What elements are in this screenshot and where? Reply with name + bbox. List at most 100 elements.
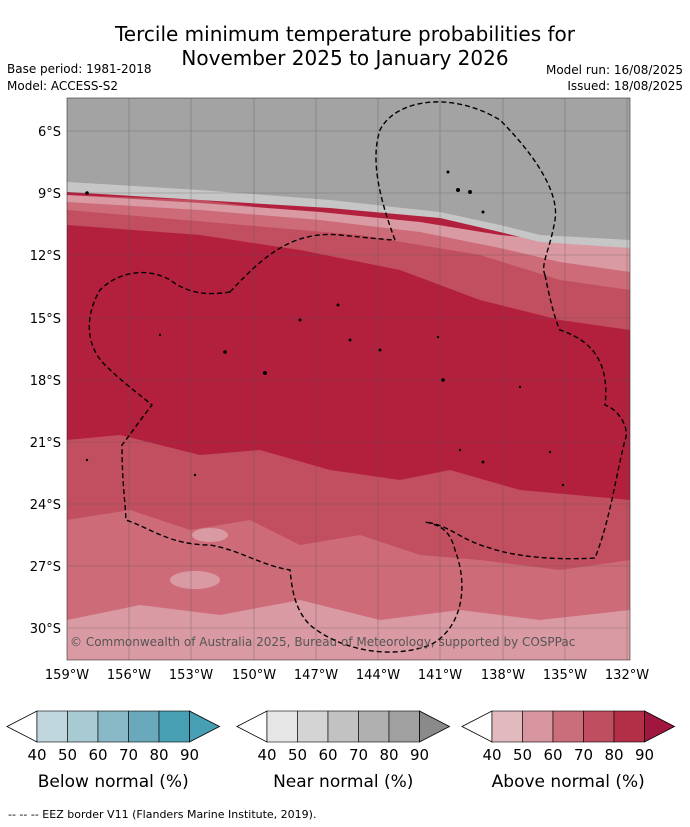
copyright-text: © Commonwealth of Australia 2025, Bureau… xyxy=(70,635,575,649)
lat-label: 12°S xyxy=(30,249,61,264)
graticule xyxy=(67,98,630,660)
island xyxy=(298,318,302,322)
lat-label: 30°S xyxy=(30,622,61,637)
eez-french-polynesia xyxy=(229,233,627,560)
island xyxy=(85,458,89,462)
colorbar-segment xyxy=(67,710,99,743)
island xyxy=(436,335,440,339)
colorbar-segment xyxy=(266,710,298,743)
colorbar-tick: 40 xyxy=(257,746,277,764)
island xyxy=(468,190,472,194)
colorbar-legends xyxy=(6,710,676,743)
colorbar-segment xyxy=(613,710,645,743)
island xyxy=(481,460,485,464)
island xyxy=(456,188,460,192)
lat-label: 18°S xyxy=(30,374,61,389)
region-above-60-north xyxy=(67,198,630,290)
issued-date: Issued: 18/08/2025 xyxy=(567,79,683,93)
island xyxy=(548,450,552,454)
eez-borders xyxy=(88,101,627,653)
model-name: Model: ACCESS-S2 xyxy=(7,79,119,93)
island xyxy=(158,333,162,337)
region-above-70-north xyxy=(67,195,630,330)
lon-label: 132°W xyxy=(605,668,649,683)
colorbar-segment xyxy=(358,710,390,743)
lat-label: 6°S xyxy=(38,125,61,140)
patch-above-50-a xyxy=(170,571,220,589)
map-frame xyxy=(66,97,631,661)
latitude-labels: 6°S 9°S 12°S 15°S 18°S 21°S 24°S 27°S 30… xyxy=(30,125,61,637)
colorbar-tick: 40 xyxy=(27,746,47,764)
colorbar-above xyxy=(461,710,676,743)
colorbar-tick: 80 xyxy=(379,746,399,764)
lon-label: 156°W xyxy=(107,668,151,683)
colorbar-title: Near normal (%) xyxy=(273,772,414,792)
colorbar-segment xyxy=(491,710,523,743)
island xyxy=(193,473,197,477)
island xyxy=(263,371,267,375)
title-line-2: November 2025 to January 2026 xyxy=(181,46,509,70)
colorbar-segment xyxy=(583,710,615,743)
colorbar-extend-high xyxy=(419,710,451,743)
colorbar-extend-low xyxy=(461,710,493,743)
island xyxy=(441,378,445,382)
island xyxy=(378,348,382,352)
lon-label: 150°W xyxy=(232,668,276,683)
lat-label: 21°S xyxy=(30,436,61,451)
island xyxy=(336,303,340,307)
colorbar-segment xyxy=(552,710,584,743)
colorbar-tick: 70 xyxy=(118,746,139,764)
region-above-50-south xyxy=(67,600,630,660)
colorbar-tick: 50 xyxy=(287,746,308,764)
colorbar-tick: 90 xyxy=(634,746,655,764)
lon-label: 144°W xyxy=(356,668,400,683)
colorbar-title: Above normal (%) xyxy=(491,772,645,792)
lon-label: 147°W xyxy=(294,668,338,683)
colorbar-segment xyxy=(158,710,190,743)
lat-label: 24°S xyxy=(30,498,61,513)
colorbar-extend-high xyxy=(644,710,676,743)
island xyxy=(85,191,89,195)
colorbar-extend-low xyxy=(6,710,38,743)
region-near-80 xyxy=(67,98,630,240)
island xyxy=(458,448,462,452)
colorbar-segment xyxy=(36,710,68,743)
colorbar-segment xyxy=(97,710,129,743)
lon-label: 138°W xyxy=(481,668,525,683)
model-run: Model run: 16/08/2025 xyxy=(545,63,683,77)
eez-cook-islands xyxy=(88,271,463,653)
colorbar-segment xyxy=(128,710,160,743)
colorbar-segment xyxy=(388,710,420,743)
colorbar-near xyxy=(236,710,451,743)
colorbar-tick: 50 xyxy=(512,746,533,764)
colorbar-segment xyxy=(327,710,359,743)
colorbar-tick: 60 xyxy=(543,746,563,764)
region-above-50-north xyxy=(67,195,630,272)
colorbar-extend-high xyxy=(189,710,221,743)
colorbar-segment xyxy=(522,710,554,743)
map-title: Tercile minimum temperature probabilitie… xyxy=(0,22,690,70)
island xyxy=(348,338,352,342)
lat-label: 27°S xyxy=(30,560,61,575)
lon-label: 159°W xyxy=(45,668,89,683)
colorbar-segment xyxy=(297,710,329,743)
lon-label: 135°W xyxy=(543,668,587,683)
lat-label: 9°S xyxy=(38,187,61,202)
island xyxy=(481,210,485,214)
longitude-labels: 159°W 156°W 153°W 150°W 147°W 144°W 141°… xyxy=(45,668,649,683)
island xyxy=(518,385,522,389)
island xyxy=(223,350,227,354)
lon-label: 141°W xyxy=(418,668,462,683)
colorbar-extend-low xyxy=(236,710,268,743)
colorbar-below xyxy=(6,710,221,743)
colorbar-tick: 70 xyxy=(348,746,369,764)
title-line-1: Tercile minimum temperature probabilitie… xyxy=(114,22,576,46)
colorbar-tick: 60 xyxy=(318,746,338,764)
eez-footer-note: -- -- -- EEZ border V11 (Flanders Marine… xyxy=(8,808,317,821)
colorbar-tick: 50 xyxy=(57,746,78,764)
lon-label: 153°W xyxy=(169,668,213,683)
island xyxy=(561,483,565,487)
island xyxy=(446,170,450,174)
colorbar-tick: 80 xyxy=(149,746,169,764)
colorbar-tick: 60 xyxy=(88,746,108,764)
